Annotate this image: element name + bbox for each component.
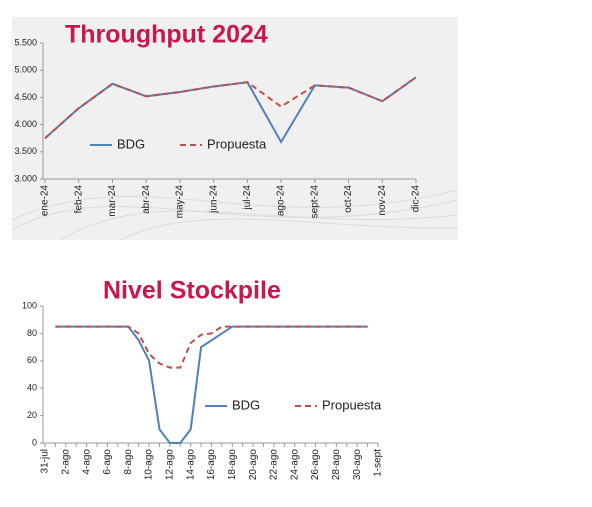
x-tick-label: 2-ago (60, 449, 71, 475)
y-tick-label: 20 (27, 410, 37, 420)
y-tick-label: 4.500 (14, 92, 37, 102)
x-tick-label: may-24 (175, 185, 186, 219)
x-tick-label: 30-ago (352, 449, 363, 481)
legend-label: BDG (232, 397, 260, 412)
x-tick-label: 4-ago (81, 449, 92, 475)
y-tick-label: 4.000 (14, 119, 37, 129)
x-tick-label: 28-ago (331, 449, 342, 481)
y-tick-label: 80 (27, 328, 37, 338)
y-tick-label: 5.500 (14, 37, 37, 47)
x-tick-label: dic-24 (411, 185, 422, 213)
x-tick-label: mar-24 (107, 185, 118, 217)
x-tick-label: 16-ago (206, 449, 217, 481)
chart-background (12, 17, 458, 240)
x-tick-label: ago-24 (276, 185, 287, 217)
x-tick-label: 31-jul (40, 449, 51, 473)
x-tick-label: sept-24 (309, 185, 320, 219)
x-tick-label: 10-ago (144, 449, 155, 481)
y-tick-label: 60 (27, 355, 37, 365)
legend-label: BDG (117, 136, 145, 151)
x-tick-label: jun-24 (208, 185, 219, 214)
wave-pattern (11, 189, 459, 241)
y-tick-label: 3.500 (14, 146, 37, 156)
x-tick-label: 26-ago (310, 449, 321, 481)
x-tick-label: 12-ago (165, 449, 176, 481)
y-tick-label: 100 (22, 300, 37, 310)
y-tick-label: 5.000 (14, 65, 37, 75)
x-tick-label: 14-ago (185, 449, 196, 481)
chart-title: Nivel Stockpile (103, 277, 281, 305)
legend-label: Propuesta (322, 397, 382, 412)
x-tick-label: feb-24 (73, 185, 84, 214)
x-tick-label: 6-ago (102, 449, 113, 475)
x-tick-label: 20-ago (248, 449, 259, 481)
x-tick-label: ene-24 (40, 185, 51, 217)
chart-background (12, 262, 392, 500)
x-tick-label: abr-24 (141, 185, 152, 214)
x-tick-label: 18-ago (227, 449, 238, 481)
legend-label: Propuesta (207, 136, 267, 151)
x-tick-label: 1-sept (373, 449, 384, 477)
x-tick-label: nov-24 (377, 185, 388, 216)
x-tick-label: jul-24 (242, 185, 253, 211)
chart-title: Throughput 2024 (65, 21, 268, 49)
y-tick-label: 3.000 (14, 173, 37, 183)
x-tick-label: oct-24 (343, 185, 354, 213)
series-line (44, 76, 417, 144)
y-tick-label: 40 (27, 383, 37, 393)
series-line (55, 325, 368, 369)
x-tick-label: 22-ago (269, 449, 280, 481)
x-tick-label: 24-ago (289, 449, 300, 481)
x-tick-label: 8-ago (123, 449, 134, 475)
y-tick-label: 0 (32, 437, 37, 447)
